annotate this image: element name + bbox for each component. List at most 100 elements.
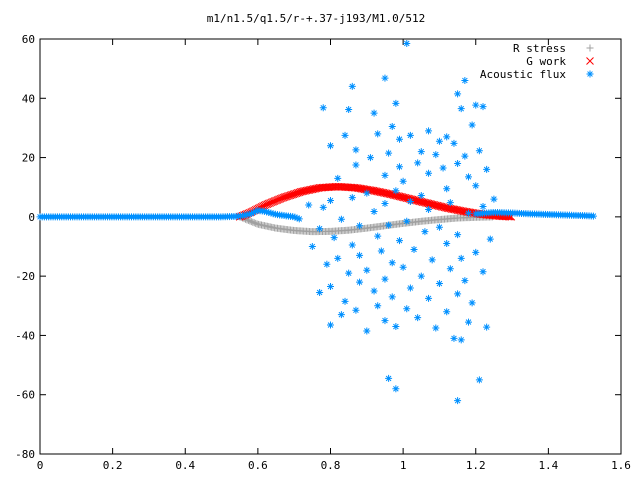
acoustic-flux-point (403, 305, 411, 313)
acoustic-flux-point-glyph (381, 275, 389, 283)
acoustic-flux-point-glyph (316, 288, 324, 296)
series-layer (36, 39, 597, 405)
acoustic-flux-point-glyph (403, 217, 411, 225)
g-work-point (392, 191, 401, 200)
g-work-point (411, 196, 420, 205)
acoustic-flux-point-glyph (468, 299, 476, 307)
acoustic-flux-point (475, 147, 483, 155)
r-stress-point-glyph (250, 219, 258, 227)
legend-marker (586, 57, 594, 65)
acoustic-flux-point (381, 275, 389, 283)
g-work-point (386, 190, 395, 199)
acoustic-flux-baseline-point-glyph (269, 210, 277, 218)
x-tick-label: 1 (400, 459, 407, 472)
acoustic-flux-baseline-point-glyph (265, 209, 273, 217)
y-tick-label: 60 (22, 33, 35, 46)
legend-marker (586, 44, 594, 52)
acoustic-flux-point-glyph (377, 247, 385, 255)
acoustic-flux-point-glyph (352, 306, 360, 314)
acoustic-flux-point-glyph (417, 192, 425, 200)
acoustic-flux-baseline-point (260, 207, 268, 215)
acoustic-flux-point (363, 266, 371, 274)
acoustic-flux-point-glyph (464, 173, 472, 181)
y-tick-label: -40 (15, 329, 35, 342)
acoustic-flux-point-glyph (374, 232, 382, 240)
g-work-point-glyph (418, 198, 427, 206)
g-work-point-glyph (411, 196, 420, 205)
r-stress-point (250, 219, 258, 227)
acoustic-flux-point (432, 151, 440, 159)
acoustic-flux-point-glyph (381, 317, 389, 325)
acoustic-flux-point-glyph (370, 287, 378, 295)
acoustic-flux-point (486, 235, 494, 243)
g-work-point (289, 190, 298, 199)
acoustic-flux-point-glyph (479, 103, 487, 111)
acoustic-flux-point-glyph (439, 164, 447, 172)
acoustic-flux-point-glyph (454, 290, 462, 298)
acoustic-flux-point (356, 251, 364, 259)
axes: 0 0.2 0.4 0.6 0.8 1 1.2 1.4 1.6 60 40 20 0 -20 -40 -60 -… (15, 33, 631, 472)
legend-marker (586, 70, 594, 78)
acoustic-flux-point (443, 185, 451, 193)
acoustic-flux-point (454, 397, 462, 405)
g-work-point-glyph (292, 189, 301, 198)
acoustic-flux-point (443, 308, 451, 316)
acoustic-flux-point (406, 131, 414, 139)
acoustic-flux-point (374, 302, 382, 310)
acoustic-flux-point-glyph (341, 297, 349, 305)
acoustic-flux-point (352, 161, 360, 169)
acoustic-flux-point-glyph (475, 376, 483, 384)
acoustic-flux-point-glyph (461, 77, 469, 84)
acoustic-flux-point (479, 268, 487, 276)
acoustic-flux-point-glyph (348, 194, 356, 202)
acoustic-flux-point (483, 165, 491, 173)
acoustic-flux-point (388, 293, 396, 301)
acoustic-flux-point-glyph (446, 199, 454, 207)
acoustic-flux-point-glyph (348, 82, 356, 90)
g-work-point (291, 189, 299, 198)
g-work-point-glyph (417, 197, 426, 206)
acoustic-flux-point-glyph (414, 159, 422, 167)
acoustic-flux-point-glyph (385, 374, 393, 382)
acoustic-flux-point (337, 311, 345, 319)
y-tick-label: 0 (28, 211, 35, 224)
acoustic-flux-baseline-point (250, 208, 258, 216)
acoustic-flux-point-glyph (363, 189, 371, 197)
y-tick-label: 40 (22, 92, 35, 105)
chart-title: m1/n1.5/q1.5/r-+.37-j193/M1.0/512 (207, 12, 426, 25)
acoustic-flux-point (403, 217, 411, 225)
acoustic-flux-point (385, 221, 393, 229)
acoustic-flux-point (472, 182, 480, 190)
acoustic-flux-point (406, 284, 414, 292)
acoustic-flux-point (374, 130, 382, 138)
acoustic-flux-point (388, 122, 396, 130)
acoustic-flux-point-glyph (425, 127, 433, 135)
acoustic-flux-baseline-point (265, 209, 273, 217)
g-work-point-glyph (386, 190, 395, 199)
legend-marker-glyph (586, 70, 594, 78)
g-work-point (418, 198, 427, 206)
acoustic-flux-point-glyph (381, 74, 389, 82)
x-tick-label: 1.2 (466, 459, 486, 472)
acoustic-flux-tail-point-glyph (589, 212, 597, 220)
acoustic-flux-point (392, 323, 400, 331)
g-work-point-glyph (401, 193, 410, 202)
acoustic-flux-point (479, 103, 487, 111)
acoustic-flux-point (348, 82, 356, 90)
acoustic-flux-point (454, 160, 462, 167)
g-work-point-glyph (421, 198, 430, 207)
g-work-point (293, 188, 302, 197)
acoustic-flux-point-glyph (356, 278, 364, 286)
acoustic-flux-point-glyph (392, 385, 400, 393)
acoustic-flux-point (381, 171, 389, 179)
acoustic-flux-point (490, 195, 498, 203)
acoustic-flux-point (425, 127, 433, 135)
g-work-point-glyph (288, 190, 296, 199)
acoustic-flux-point-glyph (341, 131, 349, 139)
acoustic-flux-point (403, 39, 411, 47)
g-work-point (430, 201, 439, 209)
g-work-point (423, 199, 431, 208)
legend-label: G work (526, 55, 566, 68)
y-tick-label: -20 (15, 270, 35, 283)
acoustic-flux-point (392, 385, 400, 393)
